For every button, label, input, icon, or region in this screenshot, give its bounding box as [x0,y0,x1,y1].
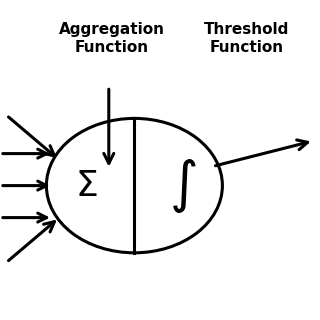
Text: Threshold
Function: Threshold Function [204,22,289,55]
Text: $\Sigma$: $\Sigma$ [75,169,98,203]
Text: Aggregation
Function: Aggregation Function [59,22,165,55]
Text: $\int$: $\int$ [169,156,196,215]
